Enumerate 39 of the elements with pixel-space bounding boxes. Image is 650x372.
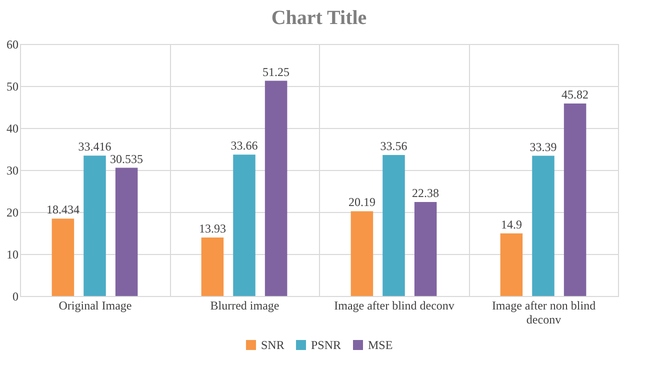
legend-label: PSNR — [311, 338, 342, 352]
y-tick-label: 10 — [6, 248, 18, 262]
y-tick-label: 20 — [6, 206, 18, 220]
data-label: 14.9 — [500, 217, 522, 232]
x-tick-label: Blurred image — [210, 298, 280, 312]
bar — [115, 168, 138, 296]
bar — [233, 154, 256, 296]
bar — [264, 80, 288, 296]
data-label: 33.416 — [78, 140, 112, 154]
data-label: 18.434 — [46, 202, 80, 217]
chart-title: Chart Title — [271, 7, 367, 29]
data-label: 33.66 — [230, 138, 258, 153]
bar — [201, 237, 224, 296]
bar — [414, 202, 437, 296]
bar — [532, 156, 554, 296]
y-tick-label: 30 — [6, 164, 18, 178]
bar — [382, 155, 405, 296]
legend-label: SNR — [261, 338, 284, 352]
bar — [350, 211, 374, 296]
data-label: 30.535 — [110, 152, 144, 166]
bar — [84, 156, 106, 296]
data-label: 45.82 — [562, 88, 589, 102]
bar — [564, 104, 586, 296]
y-tick-label: 40 — [6, 122, 18, 136]
data-label: 51.25 — [262, 64, 290, 79]
y-tick-label: 50 — [6, 80, 18, 94]
legend-label: MSE — [368, 338, 393, 352]
bar — [52, 218, 74, 296]
data-label: 33.39 — [530, 140, 557, 154]
x-tick-label: Image after non blind deconv — [492, 298, 596, 326]
data-label: 22.38 — [412, 186, 440, 200]
x-tick-label: Original Image — [58, 298, 132, 312]
bar — [500, 233, 523, 296]
data-label: 33.56 — [380, 139, 408, 154]
y-tick-label: 60 — [6, 38, 18, 52]
data-label: 13.93 — [198, 221, 226, 236]
x-tick-label: Image after blind deconv — [334, 298, 454, 312]
y-tick-label: 0 — [12, 290, 18, 304]
data-label: 20.19 — [348, 195, 376, 210]
